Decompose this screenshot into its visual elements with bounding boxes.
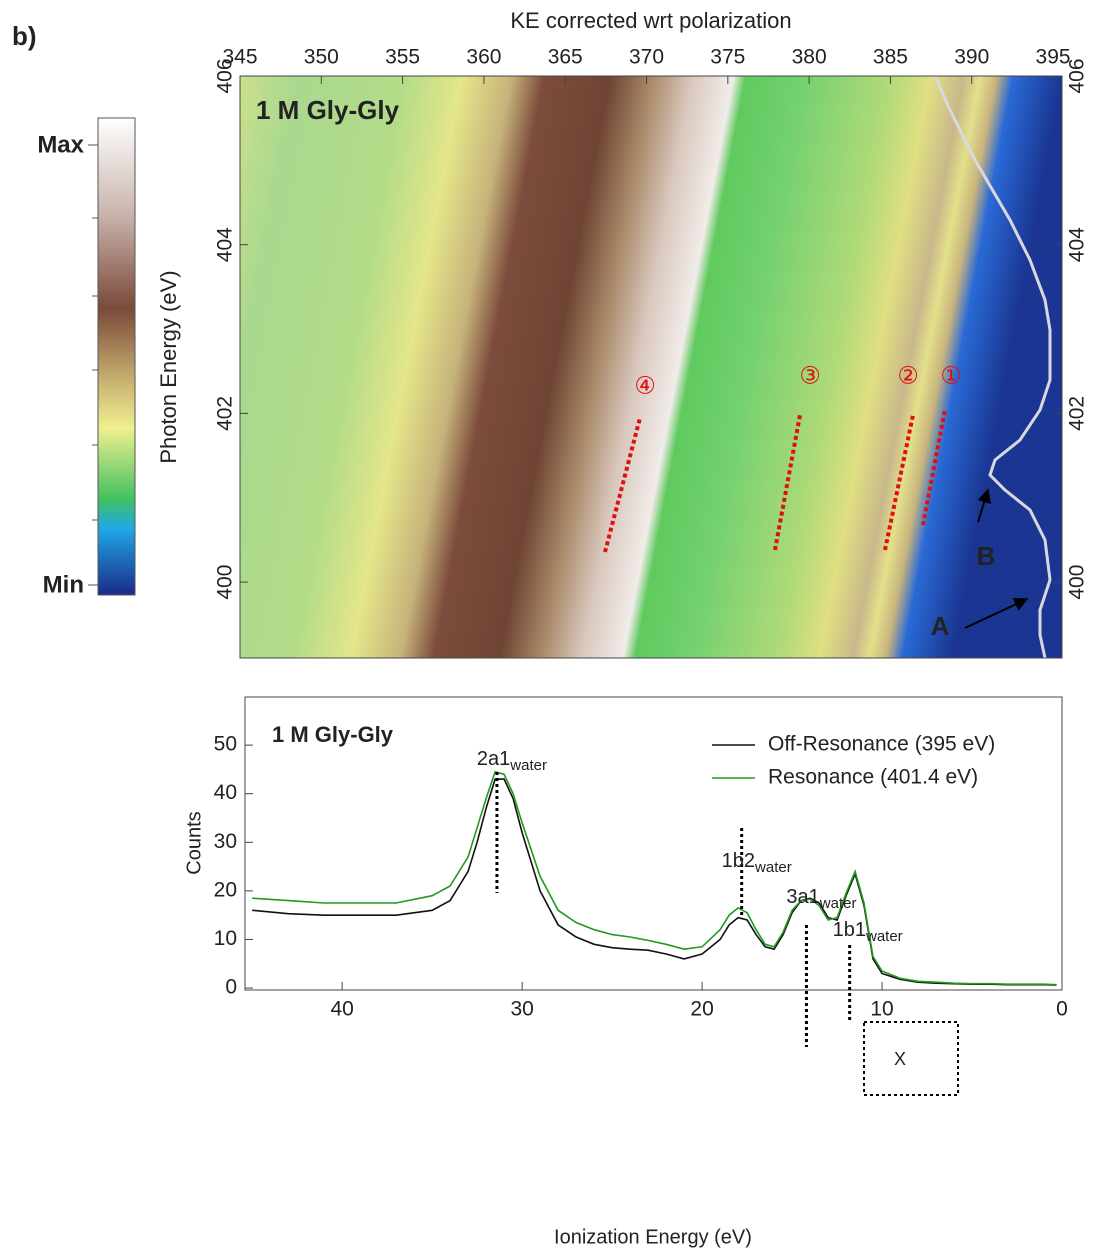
colorbar (97, 117, 136, 596)
x-tick-label: 20 (690, 998, 713, 1021)
peak-label: 3a1water (786, 886, 856, 912)
zoom-box (863, 1021, 959, 1096)
colorbar-min: Min (43, 571, 84, 598)
y-tick-label: 0 (225, 976, 237, 999)
peak-label: 2a1water (477, 748, 547, 774)
peak-label: 1b1water (833, 919, 903, 945)
legend-label: Resonance (401.4 eV) (768, 766, 978, 789)
x-tick-label: 30 (510, 998, 533, 1021)
x-tick-label: 355 (385, 46, 420, 69)
peak-label-main: 3a1 (786, 886, 819, 908)
box-label: X (894, 1049, 906, 1069)
y-tick-label: 400 (214, 565, 237, 600)
x-axis-label: Ionization Energy (eV) (554, 1226, 752, 1248)
legend-label: Off-Resonance (395 eV) (768, 733, 995, 756)
plot-frame (244, 696, 1063, 991)
series-line (252, 770, 1057, 986)
y-tick-label: 30 (214, 830, 237, 853)
y-tick-label: 20 (214, 878, 237, 901)
y-tick-label: 50 (214, 733, 237, 756)
peak-label: ① (940, 362, 962, 389)
plot-lines (252, 770, 1057, 986)
colorbar-max: Max (37, 131, 84, 158)
heatmap-image (240, 76, 1062, 658)
peak-label: ④ (634, 372, 656, 399)
x-tick-label: 380 (792, 46, 827, 69)
x-tick-label: 345 (222, 46, 257, 69)
arrow-label: A (931, 611, 950, 641)
peak-label-main: 2a1 (477, 748, 510, 770)
series-line (252, 778, 1057, 986)
x-tick-label: 365 (548, 46, 583, 69)
x-tick-label: 385 (873, 46, 908, 69)
arrow (964, 597, 1029, 629)
x-axis-label: KE corrected wrt polarization (510, 8, 791, 33)
figure-label: b) (12, 21, 37, 51)
y-tick-label: 404 (214, 227, 237, 262)
x-tick-label: 40 (330, 998, 353, 1021)
y-axis-label: Photon Energy (eV) (156, 270, 181, 463)
x-tick-label: 390 (954, 46, 989, 69)
peak-label: 1b2water (722, 850, 792, 876)
x-tick-label: 395 (1036, 46, 1071, 69)
arrow-label: B (977, 541, 996, 571)
y-tick-label: 406 (1066, 58, 1089, 93)
colorbar-ticks (88, 144, 98, 586)
x-tick-label: 360 (466, 46, 501, 69)
peak-label-sub: water (819, 895, 857, 912)
peak-label-main: 1b2 (722, 850, 755, 872)
y-tick-label: 400 (1066, 565, 1089, 600)
y-tick-label: 10 (214, 927, 237, 950)
panel-label: 1 M Gly-Gly (272, 722, 394, 747)
y-axis-label: Counts (183, 811, 205, 874)
peak-label: ③ (799, 362, 821, 389)
y-tick-label: 402 (1066, 396, 1089, 431)
peak-label-sub: water (754, 859, 792, 876)
y-tick-label: 404 (1066, 227, 1089, 262)
x-tick-label: 350 (304, 46, 339, 69)
y-tick-label: 402 (214, 396, 237, 431)
x-tick-label: 370 (629, 46, 664, 69)
peak-label-sub: water (865, 928, 903, 945)
y-tick-label: 40 (214, 781, 237, 804)
peak-label-main: 1b1 (833, 919, 866, 941)
peak-lines (603, 409, 947, 553)
arrow (977, 488, 991, 523)
peak-label-sub: water (509, 757, 547, 774)
x-tick-label: 375 (710, 46, 745, 69)
heatmap-frame (239, 75, 1063, 659)
peak-label: ② (897, 362, 919, 389)
x-tick-label: 10 (870, 998, 893, 1021)
x-tick-label: 0 (1056, 998, 1068, 1021)
panel-label: 1 M Gly-Gly (256, 95, 400, 125)
y-tick-label: 406 (214, 58, 237, 93)
